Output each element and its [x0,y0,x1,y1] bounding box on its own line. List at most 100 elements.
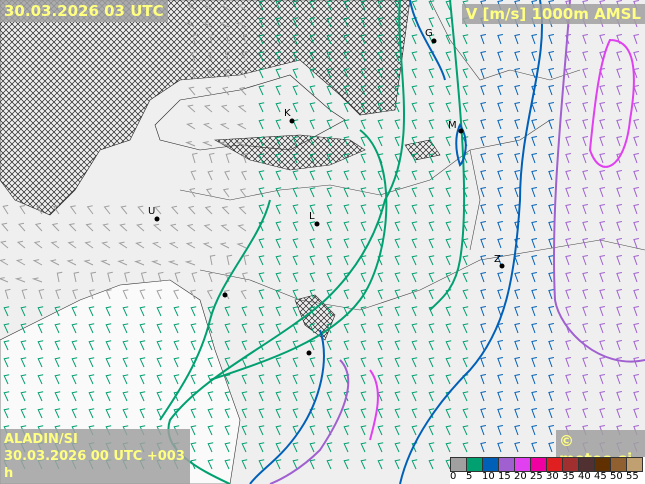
wind-barb [241,459,248,470]
wind-barb [531,442,537,453]
wind-barb [411,238,418,249]
wind-barb [548,408,554,419]
wind-barb [292,153,299,164]
wind-barb [242,33,249,45]
wind-barb [599,289,605,300]
wind-barb [377,340,384,351]
wind-barb [226,33,232,45]
wind-barb [531,306,537,317]
wind-barb [275,102,282,113]
wind-barb [105,357,112,368]
wind-barb [275,153,282,164]
wind-barb [531,391,537,402]
wind-barb [480,357,486,368]
wind-barb [428,425,435,436]
wind-barb [292,68,299,79]
wind-barb [565,68,571,79]
wind-barb [360,238,367,249]
wind-barb [616,170,622,181]
wind-barb [394,136,401,147]
wind-barb [411,153,418,164]
wind-barb [88,391,95,402]
wind-barb [411,51,418,62]
wind-barb [343,187,350,198]
wind-barb [275,51,282,62]
wind-barb [258,17,265,28]
wind-barb [88,323,95,334]
wind-barb [462,340,469,351]
wind-barb [343,136,350,147]
wind-barb [292,136,299,147]
legend-label: 50 [610,471,623,482]
wind-barb [237,105,247,113]
wind-barb [20,306,27,317]
wind-barb [343,408,350,419]
wind-barb [394,289,401,300]
wind-barb [71,323,78,334]
wind-barb [258,357,265,368]
wind-barb [377,425,384,436]
legend-swatch [578,457,595,472]
wind-barb [599,255,605,266]
wind-barb [208,272,214,283]
wind-barb [224,323,231,334]
wind-barb [156,323,163,334]
wind-barb [360,459,367,470]
wind-barb [173,340,180,351]
wind-barb [34,222,43,232]
wind-barb [411,272,418,283]
wind-barb [292,102,299,113]
wind-barb [411,374,418,385]
wind-barb [258,306,265,317]
wind-barb [462,289,469,300]
wind-barb [326,221,333,232]
wind-barb [633,408,639,419]
wind-barb [292,459,299,470]
wind-barb [548,187,554,198]
legend-swatch [546,457,563,472]
wind-barb [241,391,248,402]
wind-barb [445,170,452,181]
wind-barb [107,271,113,283]
wind-barb [85,223,94,232]
wind-barb [462,408,469,419]
wind-barb [3,306,10,317]
wind-barb [31,277,43,283]
wind-barb [309,408,316,419]
wind-barb [497,187,503,198]
wind-barb [531,272,537,283]
wind-barb [258,374,265,385]
wind-barb [565,357,571,368]
wind-barb [275,272,282,283]
wind-barb [241,170,247,181]
wind-barb [360,136,367,147]
wind-barb [582,221,588,232]
wind-barb [360,51,367,62]
wind-barb [565,391,571,402]
wind-barb [206,289,213,300]
wind-barb [71,306,78,317]
wind-barb [411,306,418,317]
wind-barb [140,271,147,283]
wind-barb [309,425,316,436]
wind-barb [633,255,639,266]
wind-barb [135,241,145,249]
wind-barb [394,238,401,249]
wind-barb [326,0,333,11]
wind-barb [0,277,9,283]
wind-barb [37,340,44,351]
wind-barb [220,104,230,113]
wind-barb [565,119,571,130]
wind-barb [548,289,554,300]
wind-barb [309,459,316,470]
wind-barb [633,289,639,300]
city-label-g: G [425,28,433,39]
wind-barb [3,323,10,334]
wind-barb [88,408,95,419]
wind-barb [275,17,282,28]
wind-barb [497,238,503,249]
wind-barb [292,17,299,28]
wind-barb [428,102,435,113]
wind-barb [428,85,435,96]
wind-barb [497,68,503,79]
